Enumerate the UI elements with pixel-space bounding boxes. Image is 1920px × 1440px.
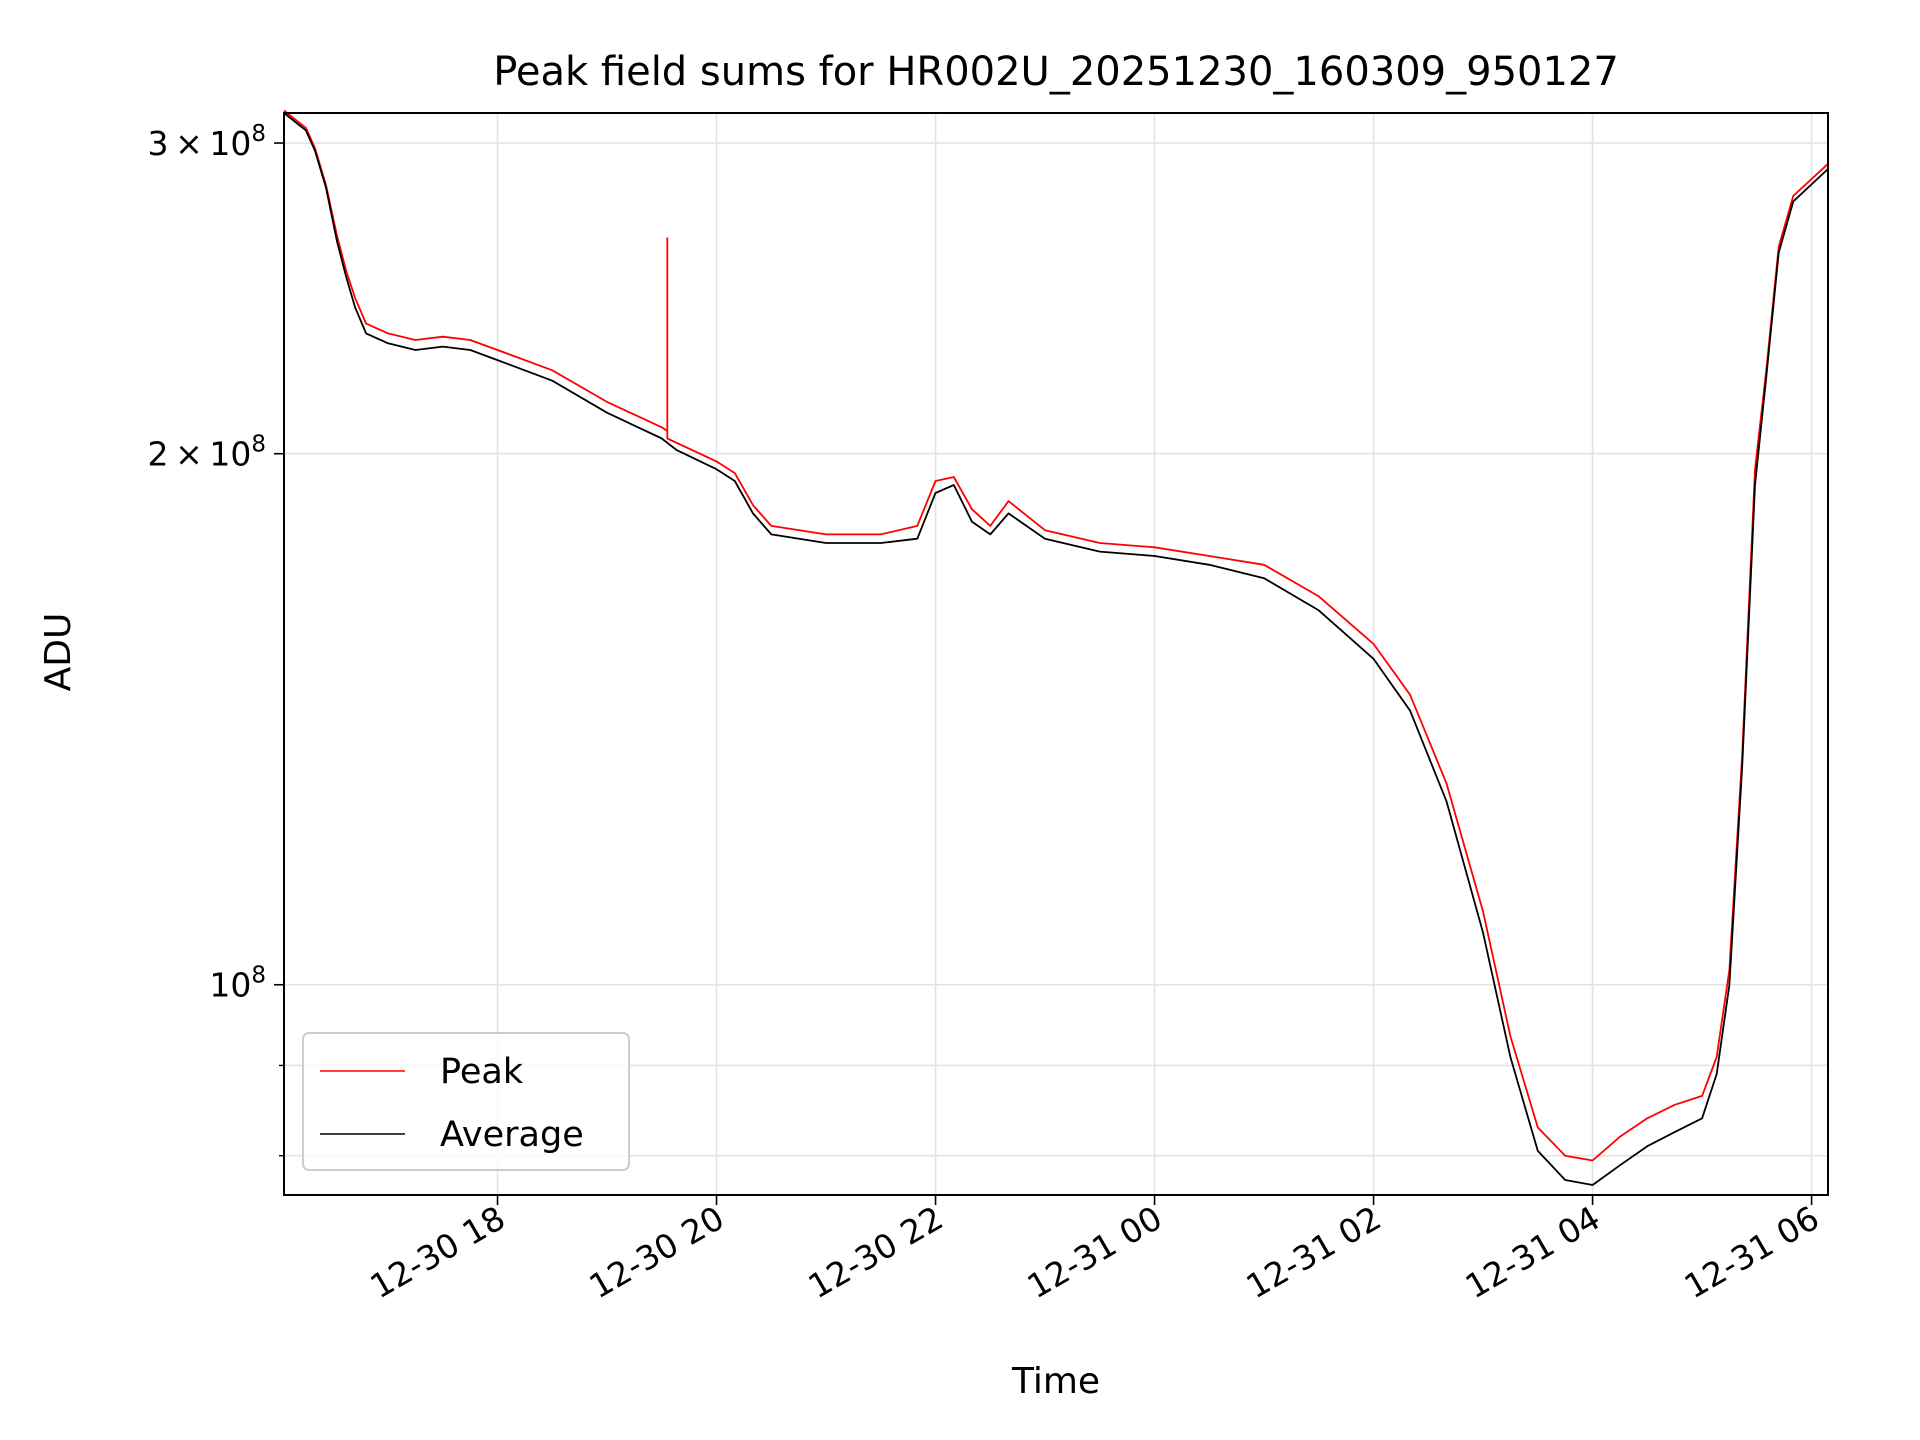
y-tick-label: 108 — [209, 963, 266, 1005]
series-average-line — [283, 112, 1829, 1186]
legend-average-label: Average — [440, 1115, 584, 1155]
series-lines — [283, 109, 1829, 1186]
legend-box — [302, 1032, 630, 1171]
y-axis-label: ADU — [38, 613, 79, 692]
y-tick-label: 3 × 108 — [148, 121, 266, 163]
chart-title: Peak field sums for HR002U_20251230_1603… — [493, 49, 1619, 95]
series-peak-line — [283, 109, 1829, 1162]
x-axis-label: Time — [1011, 1361, 1100, 1402]
y-tick-label: 2 × 108 — [148, 432, 266, 474]
axes — [274, 112, 1829, 1205]
legend-peak-label: Peak — [440, 1052, 524, 1092]
legend: Peak Average — [302, 1032, 630, 1171]
plot-frame — [283, 112, 1829, 1196]
